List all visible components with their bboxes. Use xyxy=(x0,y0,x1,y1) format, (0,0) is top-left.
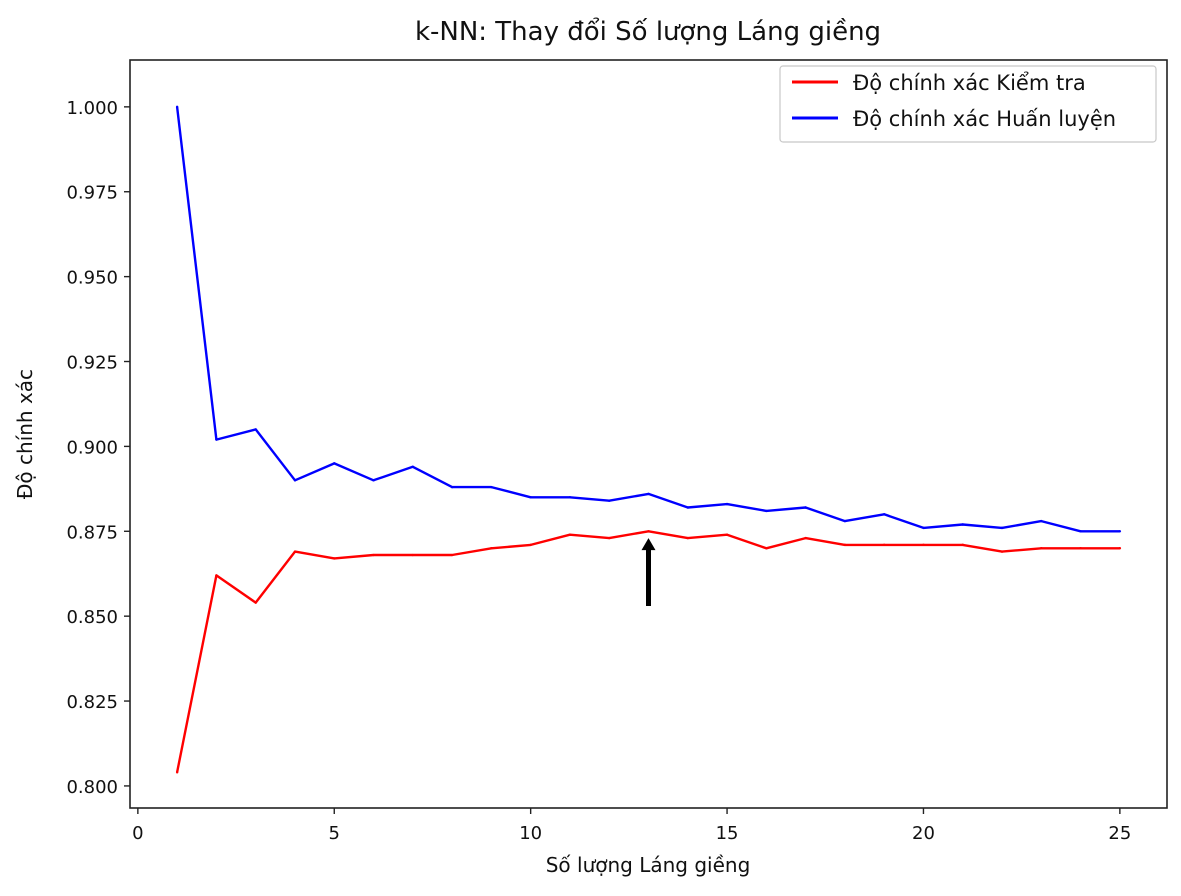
train-accuracy-point xyxy=(254,428,257,431)
x-tick-label: 5 xyxy=(329,823,340,844)
test-accuracy-point xyxy=(882,543,886,547)
train-accuracy-point xyxy=(1000,526,1004,530)
train-accuracy-point xyxy=(175,105,179,109)
test-accuracy-point xyxy=(568,533,572,536)
train-accuracy-point xyxy=(333,462,336,465)
test-accuracy-point xyxy=(1118,547,1122,550)
train-accuracy-point xyxy=(529,496,532,499)
test-accuracy-point xyxy=(804,536,807,540)
test-accuracy-point xyxy=(725,533,729,536)
train-accuracy-point xyxy=(608,499,611,502)
test-accuracy-point xyxy=(922,543,925,547)
plot-area-frame xyxy=(129,59,1168,809)
train-accuracy-point xyxy=(882,513,886,516)
annotation-layer xyxy=(641,538,656,606)
test-accuracy-point xyxy=(293,550,297,553)
test-accuracy-point xyxy=(529,543,532,547)
legend: Độ chính xác Kiểm tra Độ chính xác Huấn … xyxy=(779,65,1157,143)
train-accuracy-point xyxy=(1079,530,1082,533)
train-accuracy-point xyxy=(568,496,572,499)
legend-box xyxy=(779,65,1157,143)
train-accuracy-point xyxy=(411,465,415,468)
train-accuracy-point xyxy=(215,438,218,441)
test-accuracy-point xyxy=(372,553,375,557)
train-accuracy-point xyxy=(450,485,454,489)
annotation-arrow-head xyxy=(641,538,656,551)
train-accuracy-point xyxy=(765,509,768,513)
test-accuracy-point xyxy=(490,547,493,550)
test-accuracy-point xyxy=(411,553,415,557)
y-tick-label: 0.875 xyxy=(66,522,118,543)
test-accuracy-point xyxy=(254,601,257,604)
y-tick-label: 1.000 xyxy=(66,98,118,119)
test-accuracy-point xyxy=(215,574,218,577)
y-tick-label: 0.850 xyxy=(66,607,118,628)
test-accuracy-point xyxy=(450,553,454,557)
y-tick-label: 0.800 xyxy=(66,777,118,798)
train-accuracy-point xyxy=(490,485,493,489)
x-axis-label: Số lượng Láng giềng xyxy=(546,853,751,877)
y-tick-label: 0.950 xyxy=(66,268,118,289)
y-axis-ticks: 0.800 0.825 0.850 0.875 0.900 0.925 0.950 0.975… xyxy=(66,98,130,798)
test-accuracy-point xyxy=(961,543,964,547)
train-accuracy-point xyxy=(1040,519,1043,523)
x-axis-ticks: 0 5 10 15 20 25 xyxy=(132,808,1131,844)
y-tick-label: 0.825 xyxy=(66,692,118,713)
x-tick-label: 20 xyxy=(912,823,935,844)
y-axis-label: Độ chính xác xyxy=(13,369,37,499)
x-tick-label: 25 xyxy=(1108,823,1131,844)
test-accuracy-point xyxy=(333,557,336,560)
test-accuracy-point xyxy=(647,530,650,533)
test-accuracy-point xyxy=(765,547,768,550)
train-accuracy-point xyxy=(922,526,925,530)
legend-label-train: Độ chính xác Huấn luyện xyxy=(853,107,1116,131)
legend-label-test: Độ chính xác Kiểm tra xyxy=(853,71,1086,95)
train-accuracy-point xyxy=(725,502,729,506)
train-accuracy-point xyxy=(686,506,689,509)
test-accuracy-point xyxy=(843,543,847,547)
test-accuracy-point xyxy=(1040,547,1043,550)
train-accuracy-point xyxy=(372,479,375,482)
series-layer xyxy=(175,105,1122,774)
chart-title: k-NN: Thay đổi Số lượng Láng giềng xyxy=(415,16,881,47)
test-accuracy-point xyxy=(608,536,611,540)
test-accuracy-point xyxy=(1000,550,1004,553)
x-tick-label: 0 xyxy=(132,823,143,844)
test-accuracy-point xyxy=(686,536,689,540)
train-accuracy-point xyxy=(961,523,964,526)
y-tick-label: 0.925 xyxy=(66,353,118,374)
train-accuracy-point xyxy=(804,506,807,509)
train-accuracy-point xyxy=(843,519,847,523)
test-accuracy-point xyxy=(175,771,179,774)
train-accuracy-point xyxy=(1118,530,1122,533)
y-tick-label: 0.975 xyxy=(66,183,118,204)
x-tick-label: 10 xyxy=(519,823,542,844)
y-tick-label: 0.900 xyxy=(66,437,118,458)
train-accuracy-point xyxy=(293,479,297,482)
x-tick-label: 15 xyxy=(716,823,739,844)
test-accuracy-point xyxy=(1079,547,1082,550)
train-accuracy-point xyxy=(647,492,650,496)
